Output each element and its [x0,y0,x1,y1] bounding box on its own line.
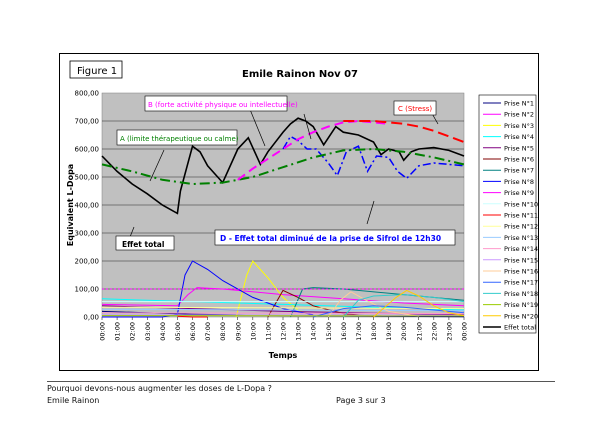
figure-label-box [69,60,123,79]
series-effet-total-diminu- [282,135,465,180]
x-tick-label: 12:00 [280,322,288,341]
x-tick-label: 19:00 [385,322,393,341]
legend: Prise N°1 Prise N°2 Prise N°3 Prise N°4 Pris… [483,100,538,332]
svg-text:Effet total: Effet total [122,240,164,249]
series-prise-n-20 [373,289,465,318]
y-tick-label: 400,00 [75,202,100,210]
x-tick-label: 03:00 [144,322,152,341]
legend-label: Prise N°4 [504,133,534,141]
legend-label: Effet total [504,324,536,332]
y-axis-label: Equivalent L-Dopa [66,164,75,246]
x-tick-label: 10:00 [249,322,257,341]
annotation-d: D - Effet total diminué de la prise de S… [214,229,456,246]
legend-label: Prise N°16 [504,268,538,276]
x-tick-label: 21:00 [415,322,423,341]
legend-label: Prise N°14 [504,245,538,253]
series-prise-n-12 [101,306,465,310]
svg-text:A (limite thérapeutique ou cal: A (limite thérapeutique ou calme) [120,135,239,143]
legend-label: Prise N°19 [504,301,538,309]
x-tick-labels: 00:00 01:00 02:00 03:00 04:00 05:00 06:00 07:00… [99,317,469,341]
x-tick-label: 05:00 [174,322,182,341]
curve-a-limite-th-rapeutique-ou-calme- [101,147,465,186]
arrow-total [129,226,135,238]
annotation-total: Effet total [115,235,175,251]
legend-label: Prise N°8 [504,178,534,186]
legend-label: Prise N°7 [504,167,534,175]
curve-c-stress- [343,120,465,143]
chart-title: Emile Rainon Nov 07 [242,69,358,80]
legend-label: Prise N°9 [504,189,534,197]
legend-label: Prise N°12 [504,223,538,231]
footer-author: Emile Rainon [47,396,100,405]
annotation-c: C (Stress) [393,100,437,116]
annotation-arrows [129,106,439,238]
legend-label: Prise N°17 [504,279,538,287]
x-tick-label: 09:00 [234,322,242,341]
x-tick-label: 14:00 [310,322,318,341]
series-effet-total [101,117,465,215]
series-prise-n-17 [313,305,465,318]
footer-divider [47,381,555,382]
y-tick-label: 200,00 [75,258,100,266]
y-tick-label: 500,00 [75,174,100,182]
legend-label: Prise N°5 [504,144,534,152]
legend-label: Prise N°11 [504,212,538,220]
series-prise-n-11 [177,315,208,318]
legend-label: Prise N°10 [504,200,538,208]
figure-label: Figure 1 [77,66,117,77]
y-tick-label: 100,00 [75,286,100,294]
svg-text:C (Stress): C (Stress) [398,105,432,113]
series-prise-n-16 [327,291,419,318]
legend-label: Prise N°13 [504,234,538,242]
x-tick-label: 08:00 [219,322,227,341]
arrow-b [248,106,266,147]
curves [101,119,465,186]
series-prise-n-15 [101,314,465,316]
x-axis-label: Temps [269,351,298,360]
y-tick-label: 0,00 [83,314,99,322]
x-tick-label: 06:00 [189,322,197,341]
series-prise-n-13 [101,308,465,312]
y-tick-label: 300,00 [75,230,100,238]
x-tick-label: 04:00 [159,322,167,341]
x-tick-label: 15:00 [325,322,333,341]
x-tick-label: 17:00 [355,322,363,341]
legend-label: Prise N°15 [504,256,538,264]
line-chart: Figure 1 Emile Rainon Nov 07 0,00 100,00 2… [66,60,538,360]
x-tick-label: 18:00 [370,322,378,341]
series-prise-n-18 [342,294,465,318]
footer-question: Pourquoi devons-nous augmenter les doses… [47,384,272,393]
arrow-b2 [303,113,312,140]
legend-label: Prise N°18 [504,290,538,298]
chart-frame: Figure 1 Emile Rainon Nov 07 0,00 100,00 2… [59,53,539,371]
x-tick-label: 11:00 [264,322,272,341]
y-tick-label: 600,00 [75,146,100,154]
x-tick-label: 22:00 [430,322,438,341]
x-tick-label: 00:00 [99,322,107,341]
series-lines [101,117,465,318]
legend-label: Prise N°3 [504,122,534,130]
legend-label: Prise N°1 [504,100,534,108]
x-tick-label: 07:00 [204,322,212,341]
x-tick-label: 23:00 [445,322,453,341]
x-tick-label: 00:00 [461,322,469,341]
x-tick-label: 20:00 [400,322,408,341]
footer-page: Page 3 sur 3 [336,396,386,405]
x-tick-label: 01:00 [114,322,122,341]
x-tick-label: 02:00 [129,322,137,341]
arrow-a [149,149,165,182]
legend-label: Prise N°2 [504,111,534,119]
x-tick-label: 16:00 [340,322,348,341]
y-tick-label: 800,00 [75,90,100,98]
y-tick-label: 700,00 [75,118,100,126]
annotation-a: A (limite thérapeutique ou calme) [116,129,239,146]
annotation-b: B (forte activité physique ou intellectu… [144,95,298,112]
y-tick-labels: 0,00 100,00 200,00 300,00 400,00 500,00 600,00… [75,90,100,322]
legend-label: Prise N°6 [504,156,534,164]
svg-text:B (forte activité physique ou: B (forte activité physique ou intellectu… [148,101,298,109]
arrow-d [366,200,375,225]
svg-text:D - Effet total diminué de la: D - Effet total diminué de la prise de S… [220,234,441,243]
x-tick-label: 13:00 [295,322,303,341]
legend-label: Prise N°20 [504,312,538,320]
